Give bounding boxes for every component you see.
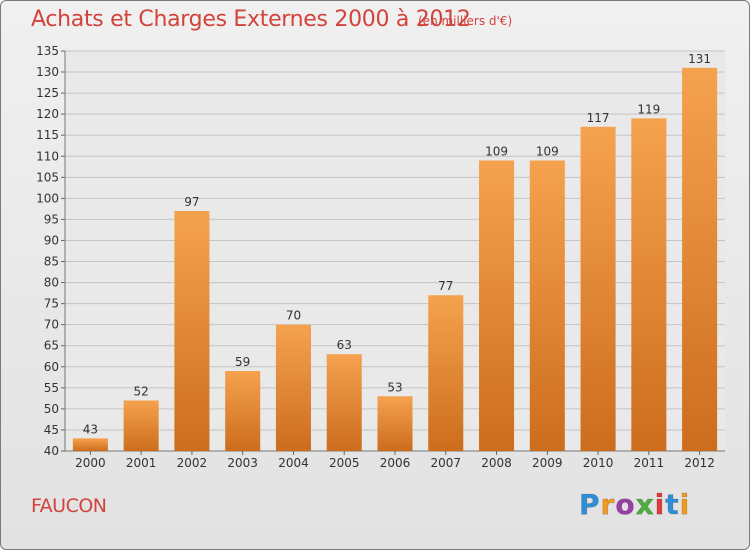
x-tick-label: 2000: [75, 456, 106, 470]
y-tick-label: 125: [36, 86, 59, 100]
x-tick-label: 2006: [380, 456, 411, 470]
chart-subtitle: (en milliers d'€): [418, 14, 513, 28]
x-tick-label: 2003: [227, 456, 258, 470]
data-label: 77: [438, 279, 453, 293]
data-label: 131: [688, 52, 711, 66]
y-tick-label: 70: [44, 318, 59, 332]
y-tick-label: 100: [36, 191, 59, 205]
y-tick-label: 65: [44, 339, 59, 353]
bar-2011: [631, 118, 667, 452]
bar-2007: [428, 295, 464, 451]
x-tick-label: 2004: [278, 456, 309, 470]
x-tick-label: 2002: [177, 456, 208, 470]
logo-letter: r: [600, 488, 616, 522]
logo-letter: o: [615, 488, 636, 522]
x-tick-label: 2008: [481, 456, 512, 470]
y-axis: 40 45 50 55 60 65 70 75 80 85 90 95 100 105 110 115 120 1…: [36, 44, 59, 458]
place-name: FAUCON: [31, 495, 107, 517]
y-tick-label: 130: [36, 65, 59, 79]
y-tick-label: 40: [44, 444, 59, 458]
logo-letter: t: [665, 488, 680, 522]
x-tick-label: 2010: [583, 456, 614, 470]
x-tick-label: 2001: [126, 456, 157, 470]
y-tick-label: 60: [44, 360, 59, 374]
bar-2008: [479, 160, 515, 451]
bar-2004: [275, 324, 311, 451]
bar-2010: [580, 126, 616, 451]
y-tick-label: 120: [36, 107, 59, 121]
y-tick-label: 75: [44, 297, 59, 311]
bar-2009: [529, 160, 565, 451]
bar-2006: [377, 396, 413, 451]
y-tick-label: 55: [44, 381, 59, 395]
y-tick-label: 115: [36, 128, 59, 142]
data-label: 53: [387, 380, 402, 394]
x-tick-label: 2011: [634, 456, 665, 470]
x-tick-label: 2007: [430, 456, 461, 470]
x-tick-label: 2009: [532, 456, 563, 470]
y-tick-label: 110: [36, 149, 59, 163]
bar-2000: [72, 438, 108, 451]
y-tick-label: 45: [44, 423, 59, 437]
data-label: 70: [286, 309, 301, 323]
x-tick-label: 2005: [329, 456, 360, 470]
y-tick-label: 50: [44, 402, 59, 416]
bar-2012: [682, 67, 718, 451]
logo-letter: i: [679, 488, 691, 522]
data-label: 119: [637, 102, 660, 116]
x-tick-label: 2012: [684, 456, 715, 470]
logo-letter: P: [579, 488, 601, 522]
bars: 43 52 97 59 70 63 53 77 109 109 117 119 131: [72, 52, 718, 452]
bar-2005: [326, 354, 362, 451]
data-label: 52: [134, 384, 149, 398]
x-axis: 2000 2001 2002 2003 2004 2005 2006 2007 2008 2009…: [75, 456, 715, 470]
logo-letter: i: [654, 488, 666, 522]
data-label: 109: [485, 144, 508, 158]
chart-title: Achats et Charges Externes 2000 à 2012: [31, 7, 471, 32]
y-tick-label: 95: [44, 212, 59, 226]
proxiti-logo: Proxiti: [579, 488, 691, 522]
data-label: 43: [83, 422, 98, 436]
y-tick-label: 90: [44, 233, 59, 247]
y-tick-label: 135: [36, 44, 59, 58]
bar-2003: [225, 371, 261, 451]
y-tick-label: 80: [44, 276, 59, 290]
logo-letter: x: [635, 488, 655, 522]
data-label: 63: [337, 338, 352, 352]
bar-2002: [174, 211, 210, 451]
data-label: 59: [235, 355, 250, 369]
y-tick-label: 105: [36, 170, 59, 184]
data-label: 109: [536, 144, 559, 158]
data-label: 117: [587, 111, 610, 125]
bar-2001: [123, 400, 159, 451]
y-tick-label: 85: [44, 255, 59, 269]
data-label: 97: [184, 195, 199, 209]
